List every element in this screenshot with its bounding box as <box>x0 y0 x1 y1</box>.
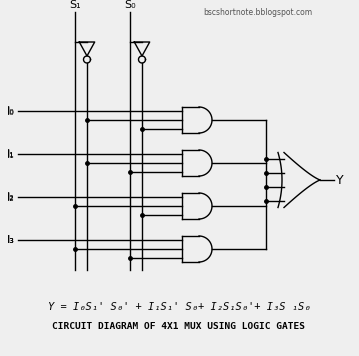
Text: I₂: I₂ <box>7 192 15 202</box>
Text: bscshortnote.bblogspot.com: bscshortnote.bblogspot.com <box>204 8 313 17</box>
Text: S₁: S₁ <box>69 0 81 10</box>
Text: I₁: I₁ <box>7 150 15 160</box>
Text: Y = I₀S₁' S₀' + I₁S₁' S₀+ I₂S₁S₀'+ I₃S ₁S₀: Y = I₀S₁' S₀' + I₁S₁' S₀+ I₂S₁S₀'+ I₃S ₁… <box>48 302 310 312</box>
Text: I₃: I₃ <box>7 235 15 245</box>
Text: I₃: I₃ <box>7 235 15 245</box>
Text: S₀: S₀ <box>124 0 136 10</box>
Text: Y: Y <box>336 173 344 187</box>
Text: CIRCUIT DIAGRAM OF 4X1 MUX USING LOGIC GATES: CIRCUIT DIAGRAM OF 4X1 MUX USING LOGIC G… <box>52 322 306 331</box>
Text: I₀: I₀ <box>7 106 15 116</box>
Text: I₁: I₁ <box>7 149 15 159</box>
Text: I₂: I₂ <box>7 193 15 203</box>
Text: I₀: I₀ <box>7 107 15 117</box>
